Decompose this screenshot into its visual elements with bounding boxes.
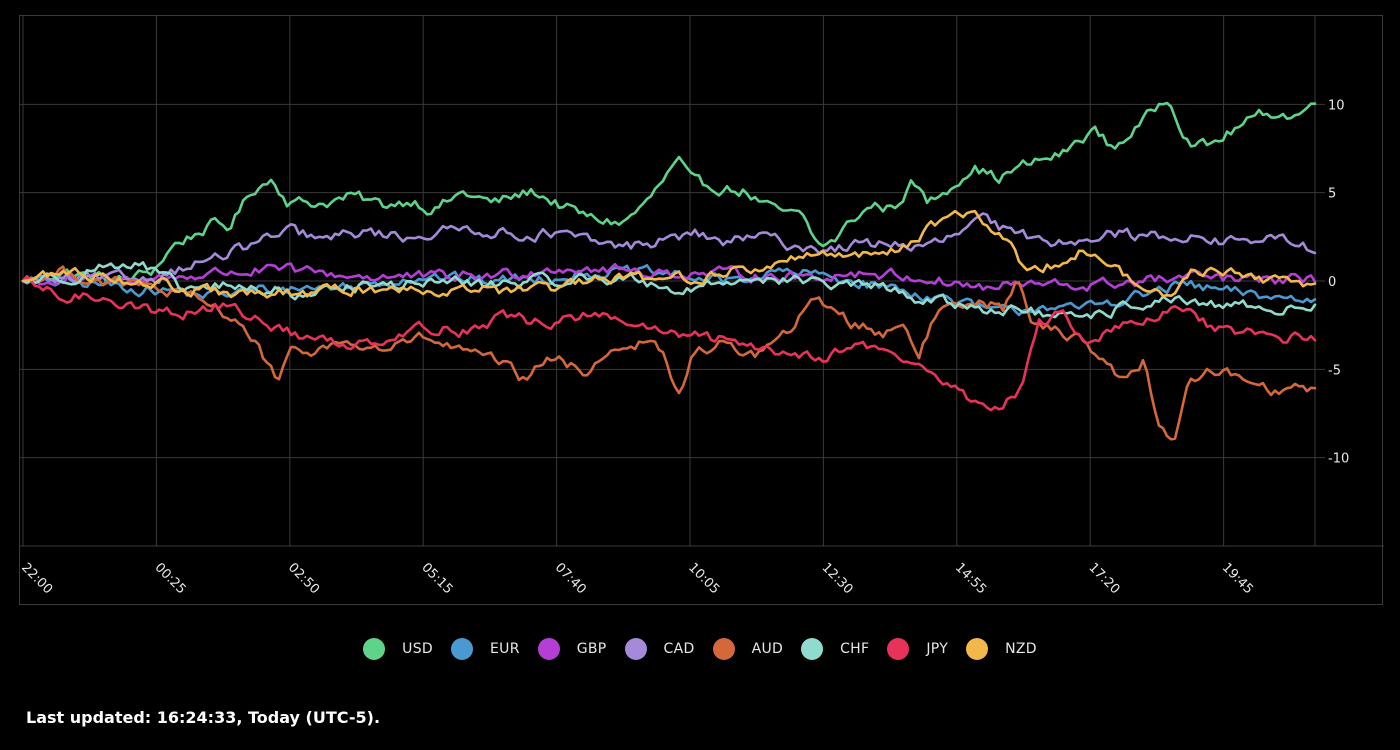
x-tick-label: 05:15 <box>418 560 455 597</box>
y-tick-label: -10 <box>1328 452 1349 467</box>
legend-label: JPY <box>926 641 949 657</box>
y-tick-label: 10 <box>1328 98 1345 113</box>
legend-dot-icon <box>451 638 473 660</box>
legend-item-jpy[interactable]: JPY <box>887 638 948 660</box>
legend-label: CAD <box>663 641 695 657</box>
x-tick-label: 00:25 <box>152 560 189 597</box>
legend-label: USD <box>402 641 433 657</box>
legend-label: CHF <box>840 641 870 657</box>
y-tick-label: 0 <box>1328 275 1336 290</box>
x-tick-label: 02:50 <box>285 560 322 597</box>
legend-label: NZD <box>1005 641 1037 657</box>
x-tick-label: 12:30 <box>819 560 856 597</box>
x-tick-label: 19:45 <box>1219 560 1256 597</box>
legend-label: AUD <box>751 641 784 657</box>
last-updated-text: Last updated: 16:24:33, Today (UTC-5). <box>26 708 381 727</box>
series-line-jpy <box>21 274 1317 412</box>
legend-label: GBP <box>576 641 607 657</box>
y-tick-label: 5 <box>1328 187 1336 202</box>
y-tick-label: -5 <box>1328 363 1341 378</box>
series-line-chf <box>21 261 1317 320</box>
x-tick-label: 22:00 <box>20 560 55 597</box>
x-tick-label: 10:05 <box>685 560 722 597</box>
series-line-nzd <box>21 209 1317 299</box>
x-tick-label: 14:55 <box>952 560 989 597</box>
legend-dot-icon <box>712 638 735 660</box>
legend-dot-icon <box>966 638 989 660</box>
line-chart: 22:00 00:25 02:50 05:15 07:40 10:05 12:30 14:55… <box>20 16 1384 597</box>
series-line-cad <box>21 212 1317 285</box>
legend-item-aud[interactable]: AUD <box>712 638 784 660</box>
legend-dot-icon <box>624 638 647 660</box>
legend-item-eur[interactable]: EUR <box>451 638 520 660</box>
legend-dot-icon <box>801 638 824 660</box>
legend-item-chf[interactable]: CHF <box>801 638 869 660</box>
legend-item-gbp[interactable]: GBP <box>537 638 607 660</box>
legend-item-nzd[interactable]: NZD <box>966 638 1037 660</box>
x-tick-label: 17:20 <box>1085 560 1122 597</box>
legend-dot-icon <box>887 638 910 660</box>
legend-item-cad[interactable]: CAD <box>624 638 695 660</box>
legend-label: EUR <box>490 641 520 657</box>
series-line-aud <box>21 265 1317 441</box>
legend-item-usd[interactable]: USD <box>363 638 433 660</box>
legend-dot-icon <box>537 638 560 660</box>
x-tick-label: 07:40 <box>552 560 589 597</box>
series-line-usd <box>21 101 1317 284</box>
series-line-gbp <box>21 262 1317 292</box>
chart-frame: 22:00 00:25 02:50 05:15 07:40 10:05 12:30 14:55… <box>19 15 1384 605</box>
legend: USD EUR GBP CAD AUD CHF JPY NZD <box>0 638 1400 660</box>
legend-dot-icon <box>363 638 386 660</box>
